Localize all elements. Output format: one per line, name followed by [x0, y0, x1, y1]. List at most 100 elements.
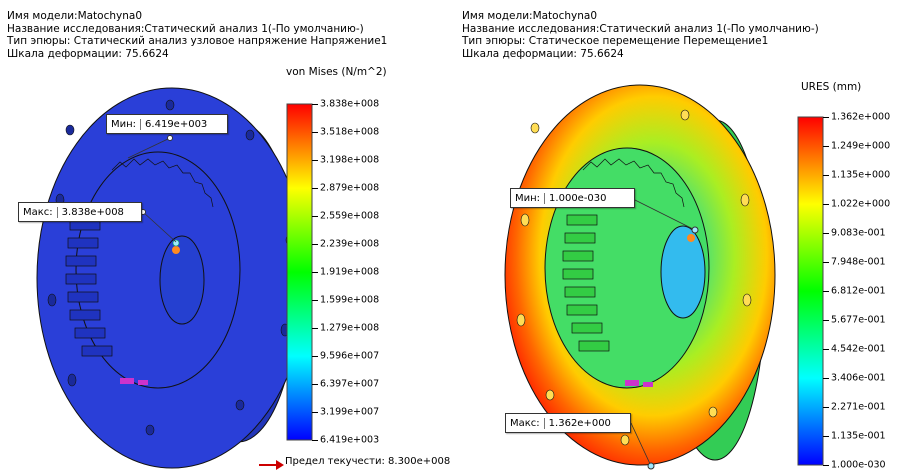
colorbar-tick-label: 3.838e+008 — [320, 98, 380, 110]
colorbar-tick — [312, 244, 318, 245]
max-callout[interactable]: Макс: 1.362e+000 — [505, 413, 631, 433]
colorbar-tick-label: 1.919e+008 — [320, 266, 380, 278]
study-name: Название исследования:Статический анализ… — [7, 22, 364, 35]
colorbar-tick-label: 6.419e+003 — [320, 434, 380, 446]
colorbar-tick — [823, 146, 829, 147]
min-leader-line — [127, 137, 171, 159]
fixture-markers — [625, 380, 653, 387]
colorbar-tick — [823, 407, 829, 408]
colorbar-tick-label: 5.677e-001 — [831, 314, 886, 326]
stress-hotspot — [172, 246, 180, 254]
colorbar-tick-label: 3.199e+007 — [320, 406, 380, 418]
colorbar-tick — [312, 160, 318, 161]
max-callout-key: Макс: — [510, 417, 545, 429]
colorbar-tick — [823, 233, 829, 234]
colorbar-tick-label: 2.239e+008 — [320, 238, 380, 250]
stress-scale-title: von Mises (N/m^2) — [286, 66, 387, 78]
colorbar-tick-label: 1.022e+000 — [831, 198, 891, 210]
colorbar-tick-label: 1.135e+000 — [831, 169, 891, 181]
deformation-scale: Шкала деформации: 75.6624 — [7, 47, 169, 60]
displacement-model-view[interactable] — [455, 0, 910, 474]
colorbar-tick — [823, 378, 829, 379]
colorbar-tick — [312, 440, 318, 441]
colorbar-tick-label: 3.198e+008 — [320, 154, 380, 166]
colorbar-tick — [312, 216, 318, 217]
colorbar-tick — [823, 320, 829, 321]
min-leader-line — [634, 199, 696, 231]
stress-colorbar — [286, 103, 313, 441]
min-callout-value: 1.000e-030 — [549, 192, 607, 204]
max-leader-line — [142, 211, 177, 243]
colorbar-tick — [823, 436, 829, 437]
colorbar-tick — [312, 328, 318, 329]
colorbar-tick-label: 6.812e-001 — [831, 285, 886, 297]
min-leader-dot — [167, 135, 173, 141]
colorbar-tick-label: 4.542e-001 — [831, 343, 886, 355]
gear-teeth — [65, 158, 214, 357]
center-opening — [159, 235, 205, 325]
colorbar-tick — [312, 300, 318, 301]
yield-arrow-icon — [259, 460, 284, 470]
max-leader-line — [630, 422, 652, 467]
displacement-colorbar — [797, 116, 824, 466]
colorbar-tick-label: 2.271e-001 — [831, 401, 886, 413]
colorbar-tick-label: 9.083e-001 — [831, 227, 886, 239]
colorbar-tick-label: 1.279e+008 — [320, 322, 380, 334]
stress-info-block: Имя модели:Matochyna0 Название исследова… — [7, 10, 387, 60]
colorbar-tick — [823, 204, 829, 205]
colorbar-tick-label: 1.135e-001 — [831, 430, 886, 442]
min-callout-value: 6.419e+003 — [145, 118, 208, 130]
colorbar-tick-label: 2.559e+008 — [320, 210, 380, 222]
displacement-scale-title: URES (mm) — [801, 81, 862, 93]
max-point-marker — [647, 462, 655, 470]
colorbar-tick — [823, 465, 829, 466]
max-point-marker — [172, 239, 180, 247]
colorbar-tick-label: 6.397e+007 — [320, 378, 380, 390]
colorbar-tick — [312, 132, 318, 133]
min-callout-key: Мин: — [111, 118, 142, 130]
colorbar-tick — [312, 104, 318, 105]
yield-strength-label: Предел текучести: 8.300e+008 — [285, 456, 451, 467]
min-callout-key: Мин: — [515, 192, 546, 204]
model-name: Имя модели:Matochyna0 — [7, 10, 143, 22]
bolt-holes — [516, 109, 752, 446]
deformation-scale: Шкала деформации: 75.6624 — [462, 47, 624, 60]
plot-type: Тип эпюры: Статическое перемещение Перем… — [462, 35, 769, 47]
max-callout-value: 3.838e+008 — [61, 206, 124, 218]
max-callout-key: Макс: — [23, 206, 58, 218]
min-callout[interactable]: Мин: 6.419e+003 — [106, 114, 228, 134]
study-name: Название исследования:Статический анализ… — [462, 22, 819, 35]
displacement-info-block: Имя модели:Matochyna0 Название исследова… — [462, 10, 819, 60]
min-callout[interactable]: Мин: 1.000e-030 — [510, 188, 635, 208]
colorbar-tick — [312, 384, 318, 385]
colorbar-tick-label: 2.879e+008 — [320, 182, 380, 194]
center-opening — [660, 225, 706, 319]
colorbar-tick — [823, 262, 829, 263]
colorbar-tick — [823, 117, 829, 118]
colorbar-tick-label: 1.000e-030 — [831, 459, 886, 471]
colorbar-tick — [312, 356, 318, 357]
colorbar-tick-label: 1.362e+000 — [831, 111, 891, 123]
colorbar-tick-label: 1.249e+000 — [831, 140, 891, 152]
fixture-markers — [120, 378, 148, 385]
plot-type: Тип эпюры: Статический анализ узловое на… — [7, 35, 388, 47]
colorbar-tick-label: 1.599e+008 — [320, 294, 380, 306]
colorbar-tick-label: 9.596e+007 — [320, 350, 380, 362]
colorbar-tick-label: 3.406e-001 — [831, 372, 886, 384]
colorbar-tick — [312, 272, 318, 273]
min-point-marker — [691, 226, 699, 234]
max-callout[interactable]: Макс: 3.838e+008 — [18, 202, 142, 222]
colorbar-tick — [823, 349, 829, 350]
stress-model-view[interactable] — [0, 0, 455, 474]
colorbar-tick — [823, 291, 829, 292]
colorbar-tick-label: 7.948e-001 — [831, 256, 886, 268]
stress-plot-panel: Имя модели:Matochyna0 Название исследова… — [0, 0, 455, 474]
colorbar-tick-label: 3.518e+008 — [320, 126, 380, 138]
colorbar-tick — [312, 412, 318, 413]
displacement-plot-panel: Имя модели:Matochyna0 Название исследова… — [455, 0, 910, 474]
colorbar-tick — [312, 188, 318, 189]
load-marker — [687, 234, 695, 242]
gear-teeth — [562, 158, 685, 352]
colorbar-tick — [823, 175, 829, 176]
max-callout-value: 1.362e+000 — [548, 417, 611, 429]
